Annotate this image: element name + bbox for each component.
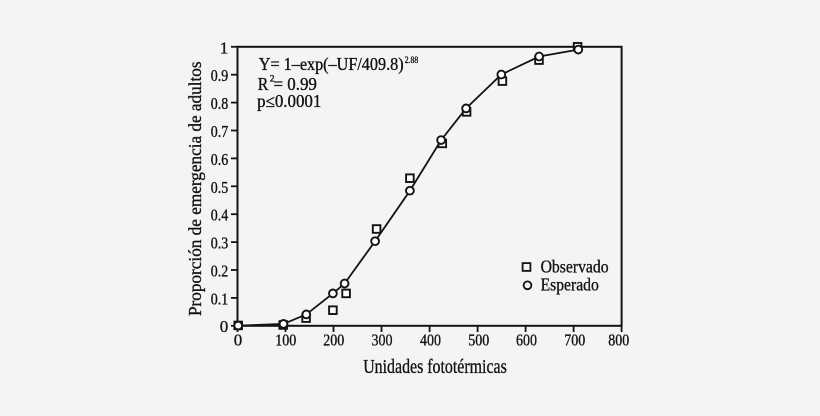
svg-text:Observado: Observado: [541, 256, 609, 276]
svg-text:100: 100: [275, 331, 296, 350]
svg-text:0.1: 0.1: [211, 289, 228, 308]
svg-text:200: 200: [323, 331, 344, 350]
svg-text:Y= 1–exp(–UF/409.8): Y= 1–exp(–UF/409.8): [259, 54, 404, 74]
svg-text:0.2: 0.2: [211, 262, 228, 281]
svg-text:0.9: 0.9: [211, 66, 228, 85]
svg-text:R: R: [258, 74, 269, 94]
svg-text:300: 300: [372, 331, 393, 350]
svg-text:0.8: 0.8: [211, 94, 228, 113]
svg-text:2: 2: [270, 74, 275, 84]
svg-text:400: 400: [420, 331, 441, 350]
svg-text:Unidades fototérmicas: Unidades fototérmicas: [363, 357, 507, 378]
svg-text:700: 700: [564, 331, 585, 350]
svg-text:Proporción de emergencia de ad: Proporción de emergencia de adultos: [185, 61, 205, 316]
svg-text:800: 800: [608, 331, 629, 350]
svg-text:0.4: 0.4: [211, 206, 229, 225]
svg-text:500: 500: [468, 331, 489, 350]
svg-text:= 0.99: = 0.99: [274, 74, 318, 94]
svg-text:600: 600: [516, 331, 537, 350]
svg-text:0.5: 0.5: [211, 178, 228, 197]
svg-text:0.6: 0.6: [211, 150, 228, 169]
svg-text:0: 0: [234, 331, 243, 350]
svg-text:Esperado: Esperado: [541, 275, 599, 295]
svg-text:2.88: 2.88: [405, 56, 419, 66]
svg-text:0.3: 0.3: [211, 234, 228, 253]
svg-text:p≤0.0001: p≤0.0001: [257, 91, 321, 111]
svg-text:0: 0: [220, 317, 229, 336]
svg-text:0.7: 0.7: [211, 122, 229, 141]
svg-text:1: 1: [220, 38, 229, 57]
